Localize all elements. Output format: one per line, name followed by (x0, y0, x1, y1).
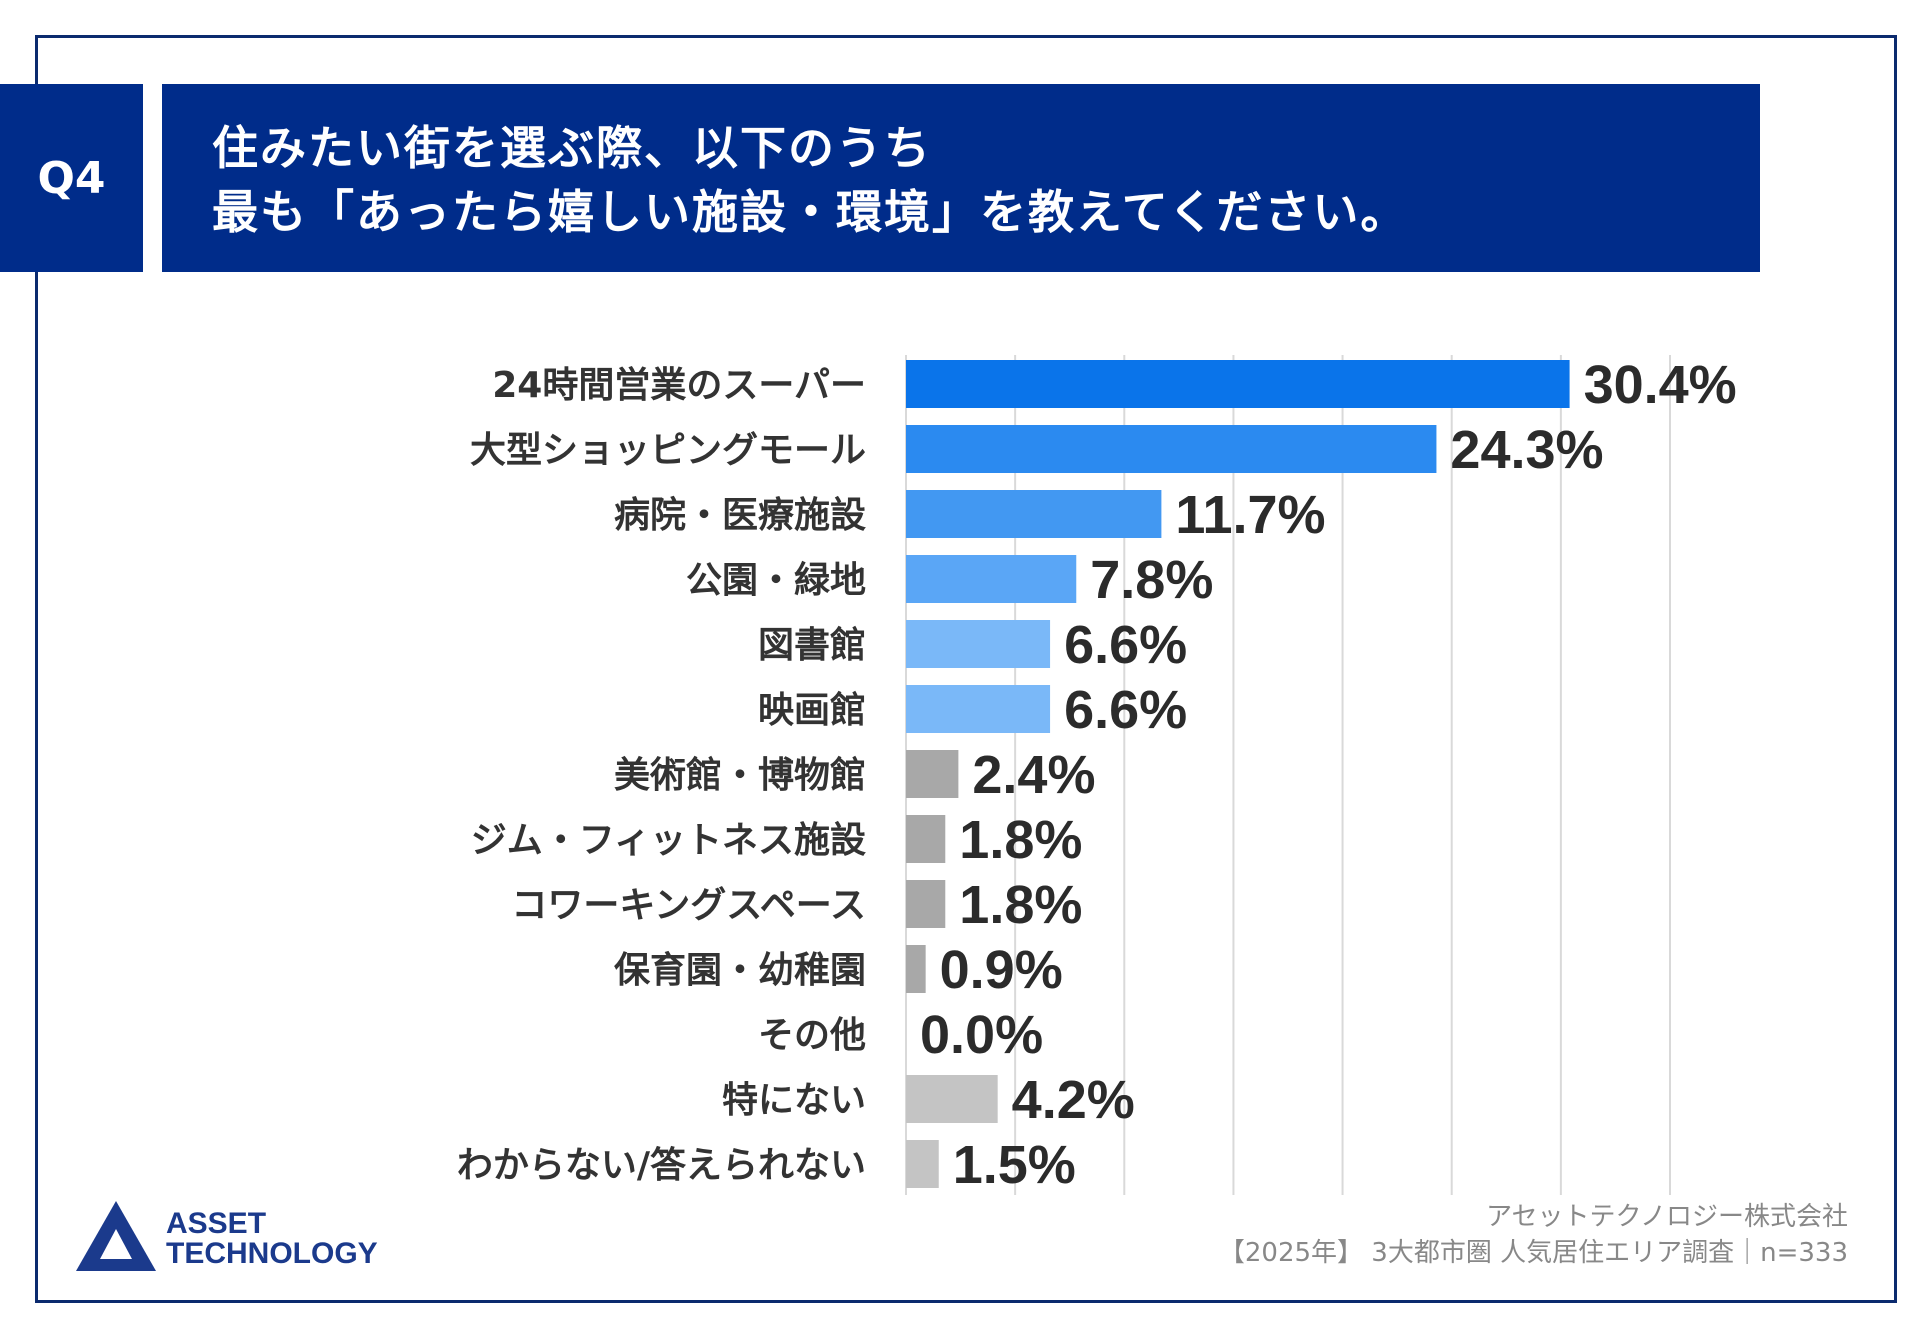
question-number: Q4 (37, 152, 106, 204)
logo-text-line2: TECHNOLOGY (166, 1237, 378, 1270)
value-label: 6.6% (1064, 680, 1187, 740)
chart-category-labels: 24時間営業のスーパー大型ショッピングモール病院・医療施設公園・緑地図書館映画館… (457, 365, 866, 1186)
category-label: コワーキングスペース (511, 885, 866, 926)
chart-bars (906, 360, 1570, 1188)
question-title-box: 住みたい街を選ぶ際、以下のうち 最も「あったら嬉しい施設・環境」を教えてください… (162, 84, 1760, 272)
question-title-line1: 住みたい街を選ぶ際、以下のうち (212, 121, 932, 175)
logo-triangle-inner (100, 1229, 132, 1259)
value-label: 0.0% (920, 1005, 1043, 1065)
category-label: わからない/答えられない (457, 1145, 866, 1186)
category-label: 24時間営業のスーパー (492, 365, 866, 406)
bar (906, 620, 1051, 668)
chart-value-labels: 30.4%24.3%11.7%7.8%6.6%6.6%2.4%1.8%1.8%0… (920, 355, 1737, 1195)
category-label: 映画館 (758, 689, 866, 731)
bar (906, 490, 1162, 538)
bar (906, 750, 959, 798)
value-label: 0.9% (940, 940, 1063, 1000)
value-label: 1.8% (959, 875, 1082, 935)
category-label: 大型ショッピングモール (470, 430, 866, 471)
company-logo: ASSET TECHNOLOGY (76, 1201, 378, 1271)
bar (906, 1140, 939, 1188)
category-label: ジム・フィットネス施設 (471, 820, 866, 861)
value-label: 1.5% (953, 1135, 1076, 1195)
logo-text-line1: ASSET (166, 1207, 266, 1240)
footer-source: 【2025年】 3大都市圏 人気居住エリア調査｜n=333 (1218, 1238, 1848, 1268)
footer-company: アセットテクノロジー株式会社 (1486, 1202, 1848, 1232)
question-title-line2: 最も「あったら嬉しい施設・環境」を教えてください。 (212, 185, 1409, 239)
category-label: 美術館・博物館 (614, 754, 866, 796)
bar (906, 880, 946, 928)
bar (906, 425, 1437, 473)
category-label: 保育園・幼稚園 (614, 950, 866, 991)
value-label: 30.4% (1584, 355, 1737, 415)
category-label: その他 (758, 1015, 866, 1056)
bar (906, 1075, 998, 1123)
value-label: 24.3% (1450, 420, 1603, 480)
category-label: 特にない (722, 1080, 866, 1121)
value-label: 2.4% (972, 745, 1095, 805)
category-label: 図書館 (758, 624, 866, 666)
chart-frame (35, 35, 1897, 1303)
value-label: 7.8% (1090, 550, 1213, 610)
value-label: 4.2% (1012, 1070, 1135, 1130)
bar (906, 685, 1051, 733)
value-label: 1.8% (959, 810, 1082, 870)
bar (906, 555, 1077, 603)
category-label: 病院・医療施設 (614, 495, 866, 536)
category-label: 公園・緑地 (686, 560, 866, 601)
value-label: 11.7% (1175, 485, 1325, 545)
bar (906, 815, 946, 863)
bar (906, 945, 926, 993)
value-label: 6.6% (1064, 615, 1187, 675)
question-badge: Q4 (0, 84, 143, 272)
bar (906, 360, 1570, 408)
